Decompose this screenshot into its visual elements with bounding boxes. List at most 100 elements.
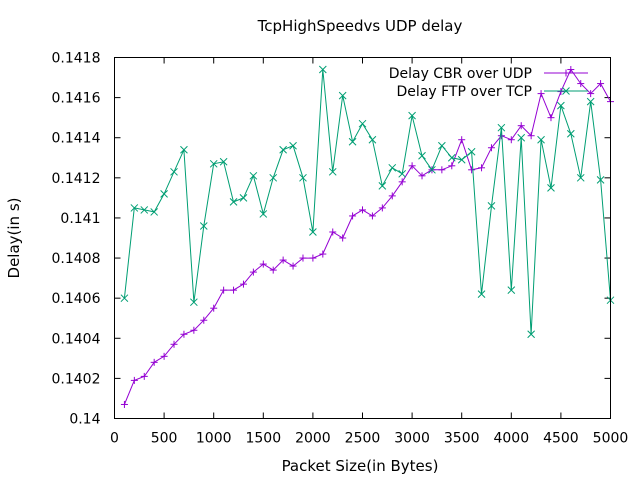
- data-point-series-1: [517, 122, 525, 130]
- data-point-series-1: [249, 268, 257, 276]
- x-tick-label: 2000: [295, 431, 331, 447]
- marker-stroke: [566, 129, 575, 138]
- y-tick-label: 0.1418: [52, 51, 101, 67]
- data-point-series-2: [289, 141, 297, 150]
- marker-stroke: [497, 123, 506, 132]
- marker-stroke: [388, 163, 397, 172]
- marker-stroke: [537, 135, 545, 144]
- marker-stroke: [120, 294, 129, 303]
- marker-stroke: [190, 298, 198, 307]
- data-point-series-1: [259, 260, 267, 268]
- x-tick-label: 3000: [394, 431, 430, 447]
- x-tick-label: 0: [110, 431, 119, 447]
- data-point-series-2: [120, 294, 129, 303]
- axis-ticks: 0 500 1000 1500 2000 2500 3000 3500 4000 4500 5000…: [52, 51, 629, 447]
- y-tick-label: 0.14: [69, 412, 100, 428]
- x-tick-label: 5000: [593, 431, 629, 447]
- x-tick-label: 1000: [196, 431, 232, 447]
- data-point-series-2: [586, 97, 595, 106]
- data-point-series-2: [566, 129, 575, 138]
- series-line-1: [123, 68, 611, 405]
- marker-stroke: [279, 145, 287, 154]
- data-point-series-1: [329, 228, 337, 236]
- marker-stroke: [596, 175, 605, 184]
- data-point-series-1: [239, 280, 247, 288]
- data-point-series-2: [180, 145, 188, 154]
- marker-stroke: [408, 111, 416, 120]
- y-tick-label: 0.1406: [52, 291, 101, 307]
- marker-stroke: [199, 222, 208, 230]
- data-point-series-1: [140, 372, 148, 380]
- chart-title: TcpHighSpeedvs UDP delay: [257, 17, 463, 35]
- data-point-series-2: [428, 165, 436, 174]
- y-tick-label: 0.1416: [52, 91, 101, 107]
- data-point-series-2: [190, 298, 198, 307]
- data-point-series-1: [120, 400, 128, 408]
- data-point-series-2: [517, 133, 526, 142]
- marker-stroke: [259, 210, 268, 218]
- x-tick-label: 1500: [245, 431, 281, 447]
- series-layer: [120, 65, 615, 408]
- data-point-series-2: [497, 123, 506, 132]
- data-point-series-1: [438, 166, 446, 174]
- data-point-series-1: [368, 212, 376, 220]
- data-point-series-2: [160, 190, 168, 198]
- marker-stroke: [269, 173, 278, 182]
- data-point-series-2: [140, 206, 149, 214]
- legend: Delay CBR over UDP Delay FTP over TCP: [389, 66, 588, 100]
- data-point-series-1: [487, 144, 495, 152]
- marker-stroke: [318, 65, 327, 74]
- marker-stroke: [457, 155, 466, 164]
- data-point-series-1: [309, 254, 317, 262]
- data-point-series-2: [358, 119, 367, 128]
- data-point-series-1: [200, 316, 208, 324]
- data-point-series-2: [438, 141, 446, 150]
- data-point-series-1: [577, 80, 585, 88]
- data-point-series-1: [418, 172, 426, 180]
- x-tick-label: 500: [151, 431, 178, 447]
- marker-stroke: [438, 141, 446, 150]
- marker-stroke: [130, 204, 139, 212]
- data-point-series-2: [249, 171, 258, 180]
- data-point-series-2: [467, 147, 476, 156]
- marker-stroke: [239, 194, 248, 202]
- data-point-series-1: [160, 352, 168, 360]
- marker-stroke: [348, 137, 357, 146]
- y-tick-label: 0.1414: [52, 131, 101, 147]
- plot-frame: [114, 57, 611, 419]
- x-tick-label: 4000: [493, 431, 529, 447]
- data-point-series-2: [457, 155, 466, 164]
- data-point-series-2: [447, 153, 456, 162]
- marker-stroke: [562, 87, 570, 95]
- legend-label: Delay FTP over TCP: [397, 84, 532, 100]
- marker-stroke: [507, 286, 516, 294]
- data-point-series-2: [537, 135, 545, 144]
- data-point-series-1: [299, 254, 307, 262]
- legend-label: Delay CBR over UDP: [389, 66, 532, 82]
- data-point-series-2: [209, 159, 218, 168]
- data-point-series-1: [398, 178, 406, 186]
- data-point-series-2: [338, 91, 347, 100]
- data-point-series-1: [378, 204, 386, 212]
- data-point-series-2: [378, 182, 387, 190]
- marker-stroke: [428, 165, 436, 174]
- data-point-series-2: [487, 202, 496, 210]
- marker-stroke: [467, 147, 476, 156]
- data-point-series-2: [328, 167, 337, 176]
- y-axis-label: Delay(in s): [5, 198, 23, 279]
- x-tick-label: 4500: [543, 431, 579, 447]
- y-tick-label: 0.1408: [52, 251, 101, 267]
- y-tick-label: 0.1402: [52, 371, 101, 387]
- marker-stroke: [378, 182, 387, 190]
- data-point-series-2: [596, 175, 605, 184]
- data-point-series-1: [458, 136, 466, 144]
- marker-stroke: [527, 330, 535, 339]
- data-point-series-1: [210, 304, 218, 312]
- marker-stroke: [160, 190, 168, 198]
- marker-stroke: [557, 101, 565, 110]
- data-point-series-2: [219, 157, 228, 166]
- data-point-series-2: [309, 228, 317, 236]
- data-point-series-1: [597, 80, 605, 88]
